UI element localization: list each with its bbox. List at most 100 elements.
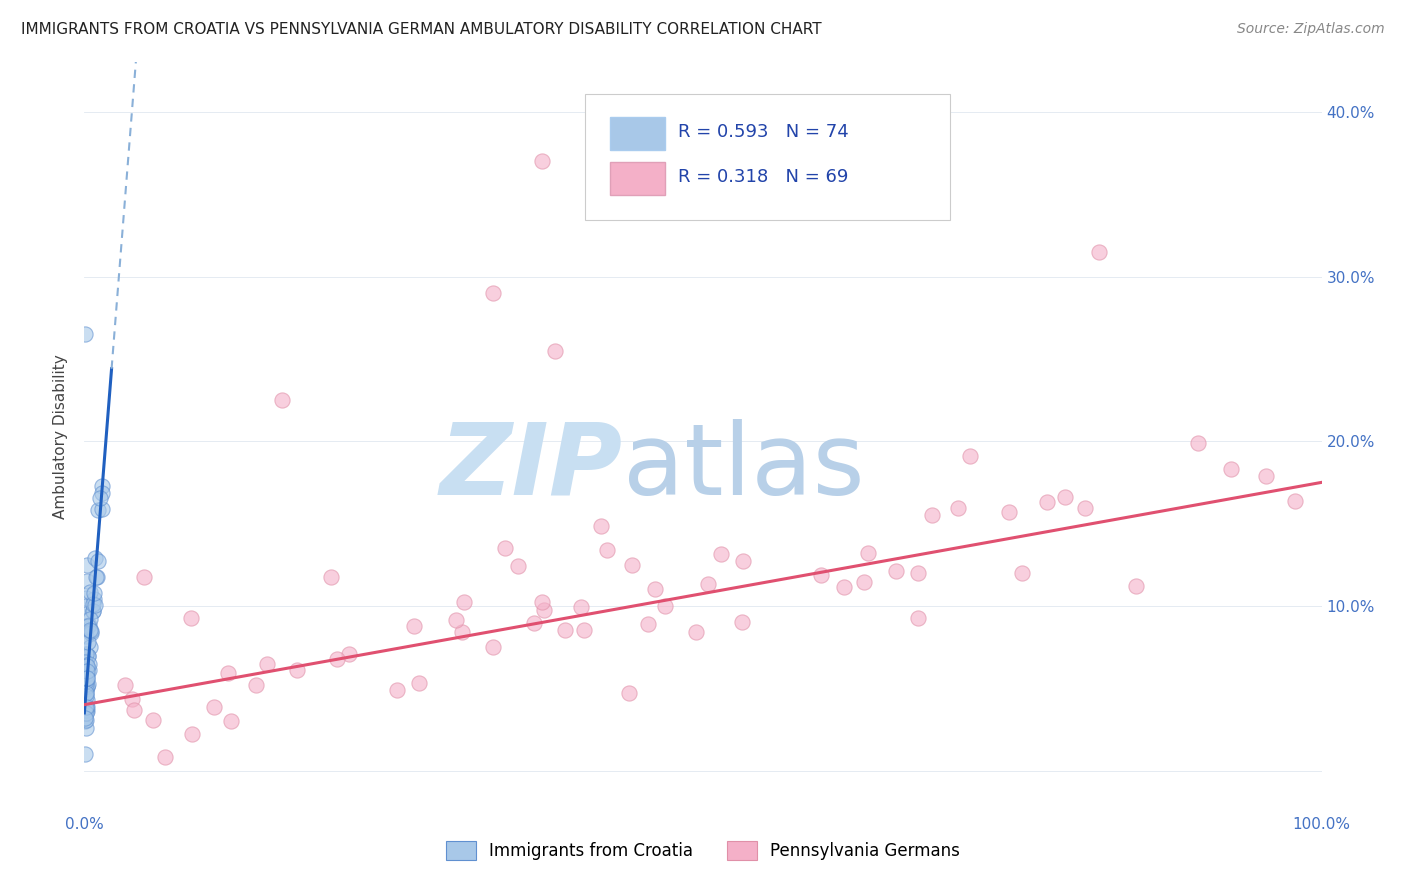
Point: [75, 618, 97, 632]
Y-axis label: Ambulatory Disability: Ambulatory Disability: [53, 355, 69, 519]
Point: [84, 570, 107, 584]
Point: [853, 574, 876, 589]
Point: [75, 706, 97, 721]
Point: [685, 624, 707, 639]
Point: [998, 505, 1021, 519]
Point: [408, 675, 430, 690]
Point: [80, 624, 103, 638]
Point: [79, 612, 101, 626]
Point: [451, 625, 474, 640]
Point: [494, 541, 516, 556]
Point: [959, 449, 981, 463]
Point: [73, 714, 96, 728]
Point: [907, 566, 929, 580]
Point: [83, 599, 105, 613]
Point: [1219, 462, 1241, 476]
Point: [907, 611, 929, 625]
Point: [77, 619, 100, 633]
Point: [621, 558, 644, 572]
Point: [77, 664, 100, 678]
Point: [82, 597, 104, 611]
Point: [569, 599, 592, 614]
FancyBboxPatch shape: [585, 94, 950, 219]
Point: [589, 519, 612, 533]
Point: [76, 558, 98, 572]
Point: [1088, 244, 1111, 259]
Point: [481, 285, 503, 300]
Point: [75, 628, 97, 642]
Point: [91, 479, 114, 493]
Point: [731, 554, 754, 568]
Point: [76, 666, 98, 681]
Point: [76, 659, 98, 673]
Point: [75, 667, 97, 681]
Point: [1054, 491, 1077, 505]
Point: [946, 501, 969, 516]
FancyBboxPatch shape: [610, 162, 665, 195]
Text: IMMIGRANTS FROM CROATIA VS PENNSYLVANIA GERMAN AMBULATORY DISABILITY CORRELATION: IMMIGRANTS FROM CROATIA VS PENNSYLVANIA …: [21, 22, 821, 37]
Point: [523, 615, 546, 630]
Point: [83, 591, 105, 606]
Point: [326, 652, 349, 666]
Point: [84, 550, 107, 565]
Point: [75, 677, 97, 691]
Point: [856, 546, 879, 560]
Point: [217, 666, 239, 681]
Point: [121, 692, 143, 706]
Point: [75, 591, 97, 605]
Point: [256, 657, 278, 671]
Point: [271, 392, 294, 407]
Point: [75, 682, 97, 697]
Point: [75, 702, 97, 716]
Point: [731, 615, 754, 629]
Point: [810, 568, 832, 582]
Point: [884, 564, 907, 578]
Point: [77, 648, 100, 663]
Point: [596, 543, 619, 558]
Point: [1284, 494, 1306, 508]
Point: [76, 659, 98, 673]
Point: [644, 582, 666, 597]
Point: [79, 640, 101, 655]
Point: [91, 502, 114, 516]
Point: [86, 503, 108, 517]
Point: [142, 713, 165, 727]
Point: [75, 327, 97, 342]
Point: [76, 665, 98, 679]
Point: [287, 663, 309, 677]
Point: [531, 595, 554, 609]
Point: [1036, 495, 1059, 509]
Point: [481, 640, 503, 654]
Point: [1011, 566, 1033, 580]
Point: [76, 672, 98, 686]
Point: [75, 654, 97, 668]
Point: [339, 647, 361, 661]
Point: [82, 604, 104, 618]
Point: [321, 570, 343, 584]
Text: ZIP: ZIP: [440, 418, 623, 516]
Point: [1256, 468, 1278, 483]
Point: [75, 686, 97, 700]
Point: [921, 508, 943, 523]
Point: [153, 750, 176, 764]
Point: [76, 676, 98, 690]
Point: [75, 647, 97, 661]
Point: [77, 635, 100, 649]
Text: R = 0.318   N = 69: R = 0.318 N = 69: [678, 168, 849, 186]
Point: [75, 655, 97, 669]
Point: [73, 667, 96, 681]
Point: [402, 619, 425, 633]
Point: [619, 686, 641, 700]
Point: [75, 681, 97, 696]
Point: [531, 154, 554, 169]
Point: [76, 648, 98, 663]
Point: [75, 599, 97, 613]
Point: [1187, 436, 1209, 450]
Point: [75, 687, 97, 701]
FancyBboxPatch shape: [610, 117, 665, 150]
Point: [76, 661, 98, 675]
Point: [122, 703, 145, 717]
Text: Source: ZipAtlas.com: Source: ZipAtlas.com: [1237, 22, 1385, 37]
Point: [75, 699, 97, 714]
Point: [89, 491, 111, 506]
